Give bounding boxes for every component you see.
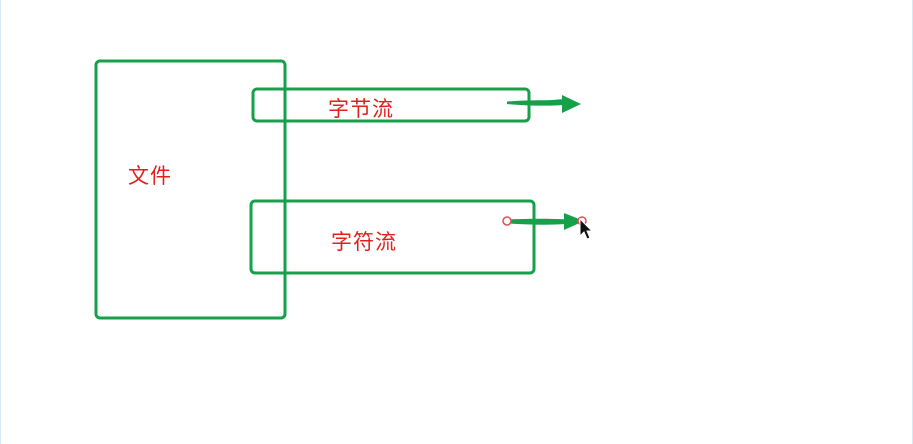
file-box[interactable] — [94, 59, 287, 320]
char-stream-arrow[interactable] — [508, 213, 584, 230]
arrow-start-handle[interactable] — [502, 216, 512, 226]
char-stream-box[interactable] — [249, 199, 536, 275]
mouse-pointer-icon — [579, 217, 594, 240]
byte-stream-label: 字节流 — [328, 97, 394, 121]
char-stream-label: 字符流 — [331, 230, 397, 254]
file-label: 文件 — [128, 164, 172, 188]
byte-stream-arrow[interactable] — [507, 95, 581, 113]
